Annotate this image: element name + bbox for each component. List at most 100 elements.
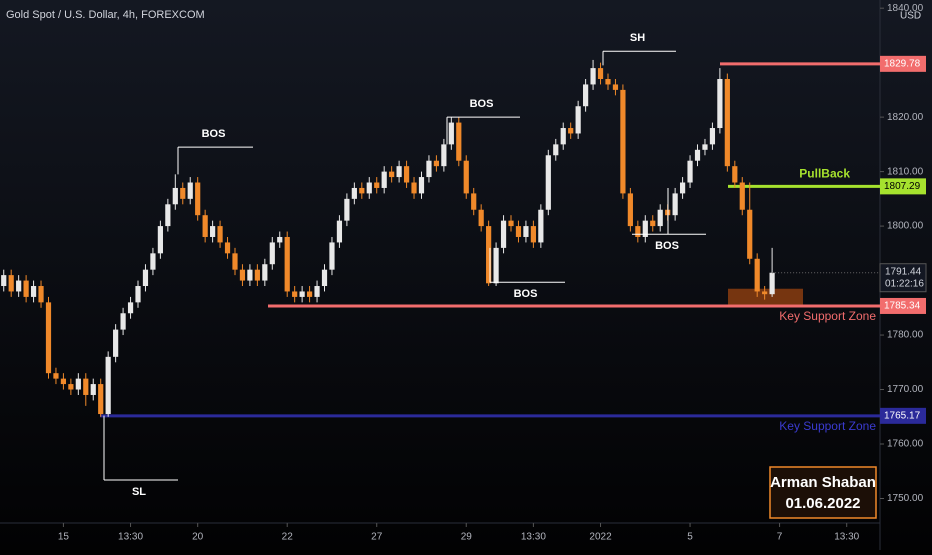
- y-tick-label: 1840.00: [887, 3, 924, 14]
- x-tick-label: 13:30: [521, 532, 546, 543]
- candle-body: [694, 149, 701, 161]
- candle-body: [60, 378, 67, 385]
- candle-body: [702, 144, 708, 150]
- candle-body: [560, 128, 566, 145]
- candle-body: [224, 242, 231, 254]
- candle-body: [448, 122, 454, 145]
- level-name: Key Support Zone: [779, 419, 876, 433]
- candle-body: [679, 182, 686, 194]
- candle-body: [709, 128, 716, 145]
- y-tick-label: 1820.00: [887, 112, 924, 123]
- candle-body: [605, 78, 611, 85]
- candle-body: [359, 187, 365, 194]
- candle-body: [314, 286, 320, 297]
- candle-body: [493, 247, 499, 284]
- candle-body: [180, 187, 186, 199]
- candle-body: [292, 291, 298, 297]
- x-tick-label: 15: [58, 532, 70, 543]
- candle-body: [321, 269, 328, 287]
- candle-body: [545, 155, 551, 210]
- candle-body: [597, 68, 604, 79]
- candle-body: [277, 236, 283, 243]
- candle-body: [523, 226, 529, 237]
- candle-body: [754, 258, 760, 292]
- candle-body: [90, 384, 96, 395]
- candle-body: [105, 356, 111, 415]
- y-tick-label: 1800.00: [887, 221, 924, 232]
- candle-body: [530, 226, 536, 243]
- candle-body: [172, 187, 178, 205]
- level-price-box: [880, 297, 926, 314]
- candle-body: [374, 182, 380, 188]
- structure-label: SL: [132, 486, 146, 498]
- candle-body: [344, 198, 350, 221]
- signature-frame: [769, 466, 877, 519]
- candle-body: [217, 226, 223, 243]
- candle-body: [165, 204, 171, 227]
- candle-body: [247, 269, 253, 281]
- candle-body: [202, 215, 208, 237]
- candle-body: [657, 209, 663, 227]
- candle-body: [426, 160, 432, 178]
- candle-body: [30, 286, 37, 297]
- candle-body: [620, 89, 626, 194]
- level-price-label: 1807.29: [884, 181, 921, 192]
- candle-body: [486, 226, 492, 284]
- signature-name: Arman Shaban: [770, 474, 876, 491]
- candle-body: [23, 280, 29, 297]
- candle-body: [113, 329, 119, 357]
- candle-body: [45, 302, 52, 374]
- candle-body: [142, 269, 149, 287]
- candle-body: [732, 166, 738, 183]
- candle-body: [456, 122, 462, 161]
- x-tick-label: 13:30: [834, 532, 859, 543]
- x-tick-label: 27: [371, 532, 383, 543]
- candle-body: [336, 220, 343, 243]
- candle-body: [433, 160, 440, 167]
- candle-body: [210, 226, 216, 237]
- x-tick-label: 29: [461, 532, 473, 543]
- candle-body: [538, 209, 544, 243]
- level-name: Key Support Zone: [779, 309, 876, 323]
- zone: [728, 288, 803, 305]
- level-price-box: [880, 178, 926, 195]
- y-tick-label: 1810.00: [887, 166, 924, 177]
- candle-body: [627, 193, 633, 227]
- y-tick-label: 1770.00: [887, 384, 924, 395]
- candle-body: [508, 220, 514, 227]
- currency: USD: [900, 11, 921, 22]
- candle-body: [366, 182, 372, 194]
- signature-box: Arman Shaban 01.06.2022: [769, 466, 877, 519]
- level-price-box: [880, 407, 926, 424]
- candle-body: [672, 193, 678, 216]
- candle-body: [612, 84, 619, 90]
- structure-label: BOS: [655, 240, 679, 252]
- candle-body: [269, 242, 275, 265]
- candle-body: [418, 177, 425, 194]
- candle-body: [642, 220, 648, 237]
- candle-body: [769, 272, 775, 295]
- candle-body: [403, 166, 410, 183]
- candle-body: [83, 378, 89, 395]
- candle-body: [187, 182, 193, 199]
- candle-body: [254, 269, 260, 281]
- candle-body: [120, 313, 126, 330]
- candle-body: [381, 171, 387, 188]
- candle-body: [739, 182, 745, 210]
- x-tick-label: 20: [192, 532, 204, 543]
- candle-body: [16, 280, 22, 292]
- candle-body: [650, 220, 656, 227]
- candle-body: [553, 144, 559, 156]
- level-price-box: [880, 55, 926, 72]
- candle-body: [262, 264, 268, 281]
- candle-body: [389, 171, 395, 178]
- level-price-label: 1765.17: [884, 410, 921, 421]
- candle-body: [583, 84, 589, 107]
- candle-body: [747, 209, 753, 259]
- level-name: PullBack: [799, 167, 850, 181]
- candle-body: [463, 160, 469, 194]
- candle-body: [724, 78, 730, 167]
- candle-body: [500, 220, 507, 248]
- structure-label: BOS: [514, 288, 538, 300]
